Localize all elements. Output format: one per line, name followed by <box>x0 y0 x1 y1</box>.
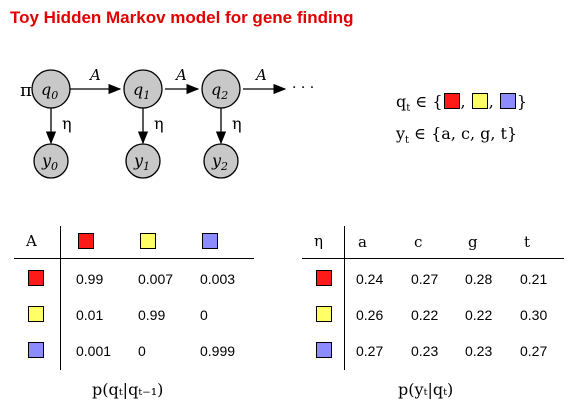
page-title: Toy Hidden Markov model for gene finding <box>10 8 354 27</box>
transition-cell: 0.01 <box>76 307 104 323</box>
emission-cell: 0.28 <box>465 271 493 287</box>
emission-cell: 0.22 <box>411 307 439 323</box>
transition-cell: 0.99 <box>138 307 166 323</box>
svg-text:y2: y2 <box>211 151 228 173</box>
row-red-swatch <box>28 270 44 286</box>
transition-cell: 0.999 <box>200 343 236 359</box>
observed-node-y2: y2 <box>203 143 239 179</box>
row-yellow-swatch <box>28 306 44 322</box>
svg-text:q1: q1 <box>133 80 150 102</box>
blue-state-swatch <box>499 93 516 109</box>
emission-caption: p(yₜ|qₜ) <box>398 380 454 399</box>
emission-cell: 0.27 <box>356 343 384 359</box>
transition-cell: 0 <box>138 343 146 359</box>
emission-cell: 0.23 <box>411 343 439 359</box>
emission-cell: 0.21 <box>520 271 548 287</box>
transition-cell: 0 <box>200 307 208 323</box>
hidden-node-q1: q1 <box>123 69 163 109</box>
emission-cell: 0.27 <box>520 343 548 359</box>
transition-cell: 0.001 <box>76 343 112 359</box>
transition-label: A <box>88 66 101 84</box>
emission-cell: 0.23 <box>465 343 493 359</box>
transition-table-corner: A <box>26 232 37 250</box>
emission-col-header: t <box>524 233 531 251</box>
emission-cell: 0.22 <box>465 307 493 323</box>
red-state-swatch <box>443 93 460 109</box>
svg-text:q2: q2 <box>211 80 228 102</box>
svg-text:y1: y1 <box>133 151 150 173</box>
row-red-swatch <box>316 270 332 286</box>
emission-cell: 0.30 <box>520 307 548 323</box>
transition-label: A <box>174 66 187 84</box>
emission-label: η <box>62 114 72 133</box>
emission-col-header: c <box>414 233 423 251</box>
transition-caption: p(qₜ|qₜ₋₁) <box>92 380 164 399</box>
svg-text:y0: y0 <box>41 151 58 173</box>
observed-node-y1: y1 <box>125 143 161 179</box>
col-red-swatch <box>78 233 94 249</box>
transition-cell: 0.007 <box>138 271 174 287</box>
hmm-graph: π A A A · · · η η η q0 q1 q2 y0 y1 y2 <box>20 66 314 179</box>
emission-label: η <box>232 114 242 133</box>
row-yellow-swatch <box>316 306 332 322</box>
ellipsis: · · · <box>292 80 314 96</box>
col-yellow-swatch <box>140 233 156 249</box>
observed-node-y0: y0 <box>33 143 69 179</box>
hidden-node-q2: q2 <box>201 69 241 109</box>
emission-cell: 0.26 <box>356 307 384 323</box>
emission-col-header: g <box>468 233 478 251</box>
svg-text:q0: q0 <box>41 80 58 102</box>
row-blue-swatch <box>316 342 332 358</box>
emission-cell: 0.24 <box>356 271 384 287</box>
hidden-state-domain: qt ∈ {, , } <box>396 92 528 115</box>
emission-cell: 0.27 <box>411 271 439 287</box>
emission-table-corner: η <box>314 232 323 250</box>
hidden-node-q0: q0 <box>31 69 71 109</box>
transition-cell: 0.99 <box>76 271 104 287</box>
emission-label: η <box>154 114 164 133</box>
emission-col-header: a <box>358 233 367 251</box>
row-blue-swatch <box>28 342 44 358</box>
pi-label: π <box>20 80 32 101</box>
col-blue-swatch <box>202 233 218 249</box>
observation-domain: yt ∈ {a, c, g, t} <box>396 124 518 147</box>
transition-label: A <box>254 66 267 84</box>
transition-cell: 0.003 <box>200 271 236 287</box>
yellow-state-swatch <box>471 93 488 109</box>
